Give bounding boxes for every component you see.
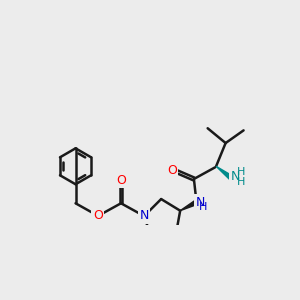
Text: H: H — [237, 167, 245, 177]
Text: O: O — [167, 164, 177, 177]
Polygon shape — [180, 200, 197, 211]
Text: O: O — [116, 173, 126, 187]
Text: H: H — [237, 176, 245, 187]
Text: N: N — [140, 209, 149, 223]
Text: H: H — [199, 202, 207, 212]
Text: N: N — [230, 170, 240, 183]
Text: O: O — [93, 209, 103, 223]
Text: N: N — [196, 196, 205, 209]
Polygon shape — [216, 166, 233, 180]
